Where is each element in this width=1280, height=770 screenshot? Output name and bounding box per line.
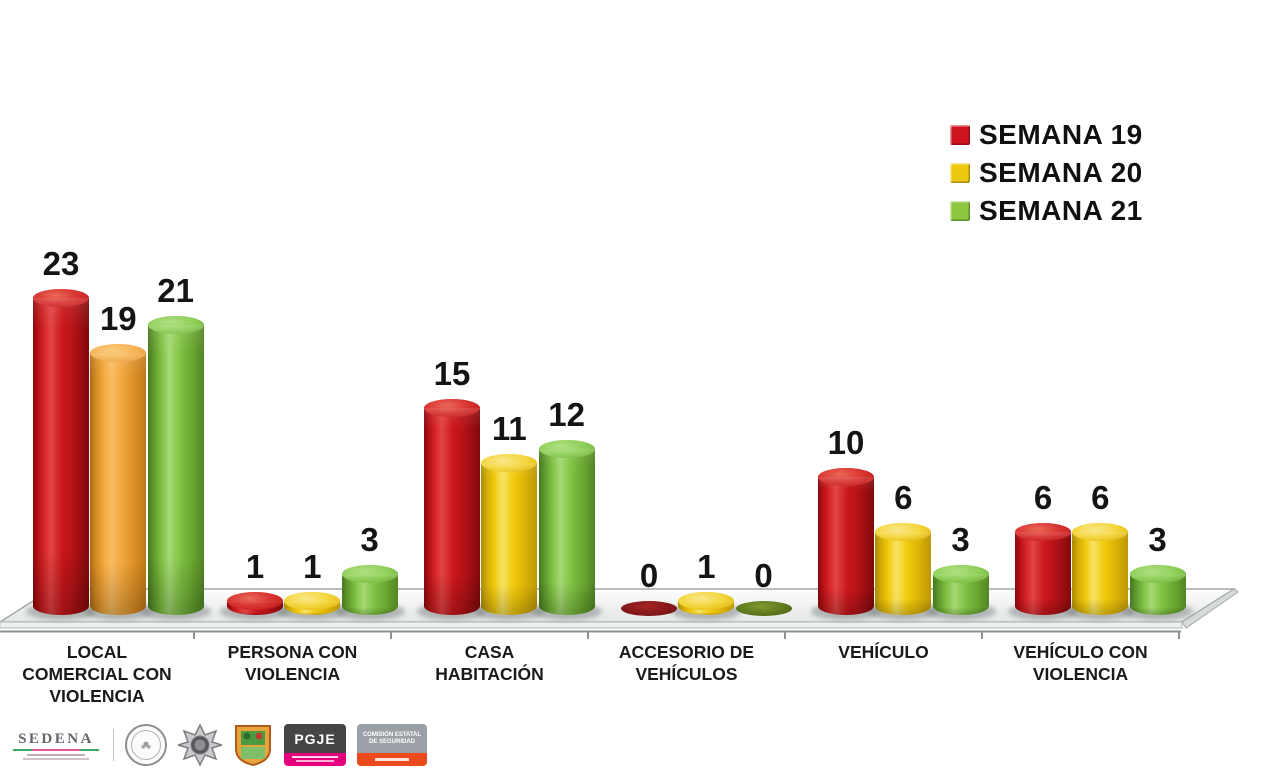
value-label: 0 [754, 557, 773, 594]
sedena-wordmark: SEDENA [18, 730, 94, 747]
bar-semana-19-0 [33, 289, 89, 615]
legend-swatch-icon [950, 125, 970, 145]
value-label: 10 [827, 424, 865, 461]
category-label-0: LOCAL COMERCIAL CON VIOLENCIA [22, 642, 172, 706]
bar-semana-21-5 [1129, 565, 1186, 615]
value-label: 11 [491, 410, 527, 447]
bar-zero-semana-19-3 [621, 601, 677, 616]
bar-zero-semana-21-3 [735, 601, 792, 616]
value-label: 21 [157, 272, 194, 309]
footer-logos: SEDENA PGJE COMISIÓN ESTATAL DE SEGUR [10, 722, 427, 768]
value-label: 12 [548, 396, 585, 433]
value-label: 3 [1148, 521, 1167, 558]
bar-semana-20-0 [90, 344, 147, 615]
legend-label: SEMANA 19 [979, 119, 1143, 150]
police-star-badge-icon [178, 723, 222, 767]
pgje-logo: PGJE [284, 724, 346, 766]
value-label: 3 [951, 521, 970, 558]
category-label-5: VEHÍCULO CON VIOLENCIA [1013, 642, 1148, 684]
value-label: 23 [42, 245, 80, 282]
mexico-government-seal-icon [125, 724, 167, 766]
category-label-4: VEHÍCULO [838, 642, 929, 662]
value-label: 19 [99, 300, 137, 337]
bar-semana-19-5 [1015, 523, 1071, 615]
legend-item-semana-19: SEMANA 19 [950, 119, 1143, 150]
category-axis-ticks [193, 631, 1180, 639]
value-label: 0 [639, 557, 659, 594]
comision-line2: DE SEGURIDAD [368, 738, 415, 745]
sedena-small-text [27, 753, 85, 756]
legend-swatch-icon [950, 163, 970, 183]
legend-item-semana-21: SEMANA 21 [950, 195, 1143, 226]
value-label: 6 [894, 479, 913, 516]
value-label: 6 [1033, 479, 1053, 516]
comision-wordmark: COMISIÓN ESTATAL DE SEGURIDAD [357, 724, 427, 753]
value-label: 15 [433, 355, 471, 392]
value-label: 1 [303, 548, 322, 585]
legend-label: SEMANA 21 [979, 195, 1143, 226]
legend-label: SEMANA 20 [979, 157, 1143, 188]
value-label: 3 [360, 521, 379, 558]
comision-line1: COMISIÓN ESTATAL [362, 731, 422, 738]
value-label: 6 [1091, 479, 1110, 516]
floor-front-face [0, 621, 1183, 629]
category-label-3: ACCESORIO DE VEHÍCULOS [618, 642, 755, 684]
bar-semana-21-2 [538, 440, 595, 615]
comision-estatal-seguridad-logo: COMISIÓN ESTATAL DE SEGURIDAD [357, 724, 427, 766]
bar-semana-21-4 [932, 565, 989, 615]
category-label-1: PERSONA CON VIOLENCIA [227, 642, 358, 684]
pgje-pink-strip [284, 753, 346, 766]
bar-semana-20-2 [481, 454, 538, 615]
bar-semana-19-2 [424, 399, 480, 615]
legend-swatch-icon [950, 201, 970, 221]
value-label: 1 [697, 548, 716, 585]
legend-item-semana-20: SEMANA 20 [950, 157, 1143, 188]
sedena-rule [13, 748, 99, 751]
bar-semana-21-0 [147, 316, 204, 615]
coahuila-shield-icon [235, 725, 271, 767]
value-label: 1 [245, 548, 265, 585]
sedena-small-text-2 [23, 757, 89, 760]
footer-divider [113, 729, 114, 761]
chart-legend: SEMANA 19 SEMANA 20 SEMANA 21 [950, 119, 1143, 234]
comision-red-strip [357, 753, 427, 766]
sedena-logo: SEDENA [10, 731, 102, 760]
pgje-wordmark: PGJE [284, 724, 346, 753]
category-label-2: CASA HABITACIÓN [435, 642, 544, 684]
